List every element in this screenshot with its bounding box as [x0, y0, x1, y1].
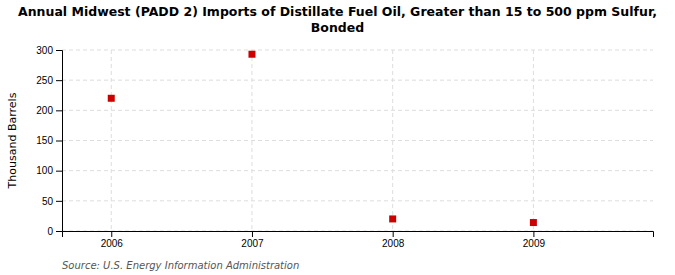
y-tick-label: 150: [36, 135, 53, 146]
y-axis: 0 50 100 150 200 250 300: [36, 45, 62, 237]
x-tick: 2007: [241, 231, 264, 249]
x-axis-line: [63, 232, 654, 238]
x-tick: 2009: [523, 231, 546, 249]
grid-line-y: [62, 80, 653, 81]
y-tick: 300: [36, 45, 62, 56]
y-tick-label: 0: [47, 226, 53, 237]
point: [389, 215, 396, 222]
y-axis-line: [56, 51, 63, 232]
y-tick-mark: [56, 50, 62, 51]
y-tick-mark: [56, 171, 62, 172]
x-tick-mark: [111, 231, 112, 237]
chart: 2006 2007 2008 2009 0 50 100 150 200 250 300 Annual…: [0, 0, 675, 275]
annotation: Source: U.S. Energy Information Administ…: [62, 260, 299, 271]
y-tick-label: 300: [36, 45, 53, 56]
y-tick-mark: [56, 231, 62, 232]
y-tick: 100: [36, 165, 62, 176]
x-tick-label: 2008: [382, 238, 405, 249]
grid: [62, 50, 653, 231]
x-tick-mark: [252, 231, 253, 237]
x-tick-label: 2009: [523, 238, 546, 249]
y-tick-label: 50: [42, 196, 54, 207]
y-tick: 50: [42, 196, 62, 207]
title: Annual Midwest (PADD 2) Imports of Disti…: [18, 4, 657, 35]
point: [530, 219, 537, 226]
y-tick-label: 100: [36, 165, 53, 176]
y-tick-mark: [56, 80, 62, 81]
y-tick: 250: [36, 75, 62, 86]
y-tick-label: 250: [36, 75, 53, 86]
grid-line-x: [111, 50, 112, 231]
x-axis: 2006 2007 2008 2009: [63, 231, 654, 249]
grid-line-y: [62, 110, 653, 111]
x-tick: 2006: [101, 231, 124, 249]
y-tick-mark: [56, 110, 62, 111]
y-tick: 150: [36, 135, 62, 146]
grid-line-y: [62, 200, 653, 201]
x-tick: 2008: [382, 231, 405, 249]
y-tick-mark: [56, 201, 62, 202]
x-tick-mark: [533, 231, 534, 237]
grid-line-x: [533, 50, 534, 231]
x-tick-mark: [393, 231, 394, 237]
y-tick-mark: [56, 141, 62, 142]
y-tick-label: 200: [36, 105, 53, 116]
points: [108, 51, 537, 226]
grid-line-y: [62, 50, 653, 51]
y-label: Thousand Barrels: [6, 92, 19, 189]
point: [248, 51, 255, 58]
point: [108, 95, 115, 102]
points-inner: [108, 51, 537, 226]
y-tick: 0: [47, 226, 62, 237]
grid-line-x: [251, 50, 252, 231]
x-tick-label: 2006: [101, 238, 124, 249]
y-tick: 200: [36, 105, 62, 116]
grid-line-y: [62, 170, 653, 171]
grid-line-y: [62, 140, 653, 141]
x-tick-label: 2007: [241, 238, 264, 249]
grid-line-x: [392, 50, 393, 231]
plot: 2006 2007 2008 2009 0 50 100 150 200 250 300: [36, 45, 653, 249]
